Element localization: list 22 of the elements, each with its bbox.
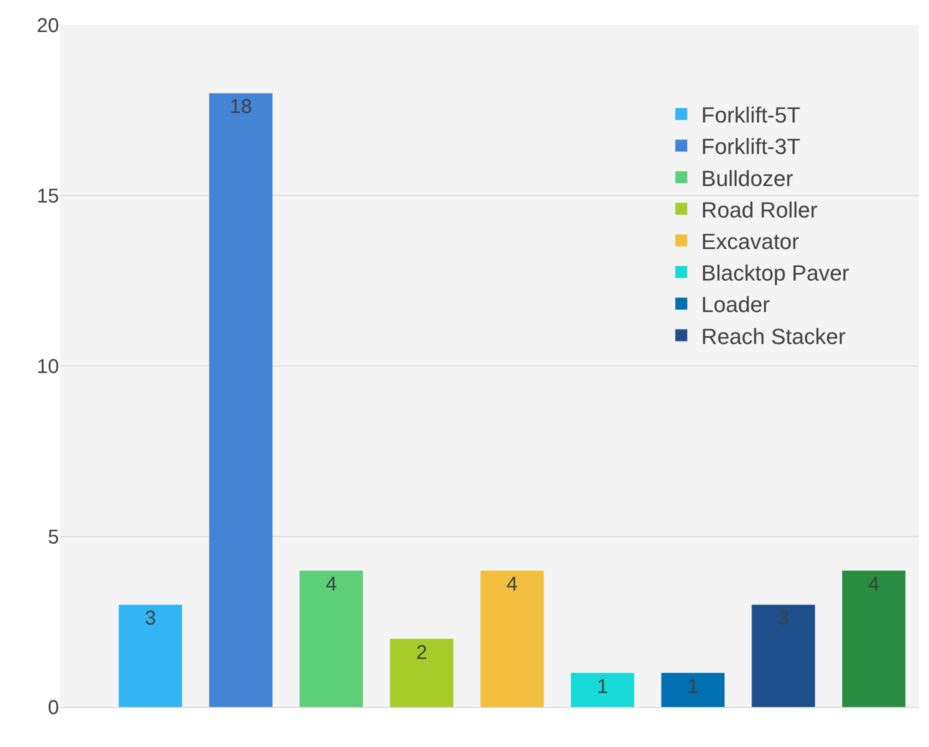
y-tick-label: 10 <box>36 356 59 378</box>
legend-label: Forklift-5T <box>701 102 800 128</box>
data-label: 4 <box>868 574 880 596</box>
legend-label: Reach Stacker <box>701 324 846 349</box>
y-tick-label: 5 <box>48 526 59 548</box>
data-label: 2 <box>416 642 428 664</box>
data-label: 1 <box>596 676 608 698</box>
data-label: 4 <box>326 574 337 596</box>
data-label: 3 <box>144 608 156 630</box>
legend-label: Road Roller <box>701 197 818 222</box>
legend-label: Excavator <box>701 228 800 254</box>
data-label: 4 <box>506 574 518 596</box>
data-label: 18 <box>230 96 252 118</box>
data-label: 1 <box>687 676 699 698</box>
legend-label: Blacktop Paver <box>701 260 850 286</box>
legend-label: Forklift-3T <box>701 134 800 160</box>
y-tick-label: 20 <box>36 15 59 37</box>
y-tick-label: 0 <box>48 697 59 719</box>
data-label: 3 <box>778 608 789 630</box>
y-tick-label: 15 <box>36 186 59 208</box>
legend-label: Loader <box>701 292 770 318</box>
legend-label: Bulldozer <box>701 166 794 191</box>
